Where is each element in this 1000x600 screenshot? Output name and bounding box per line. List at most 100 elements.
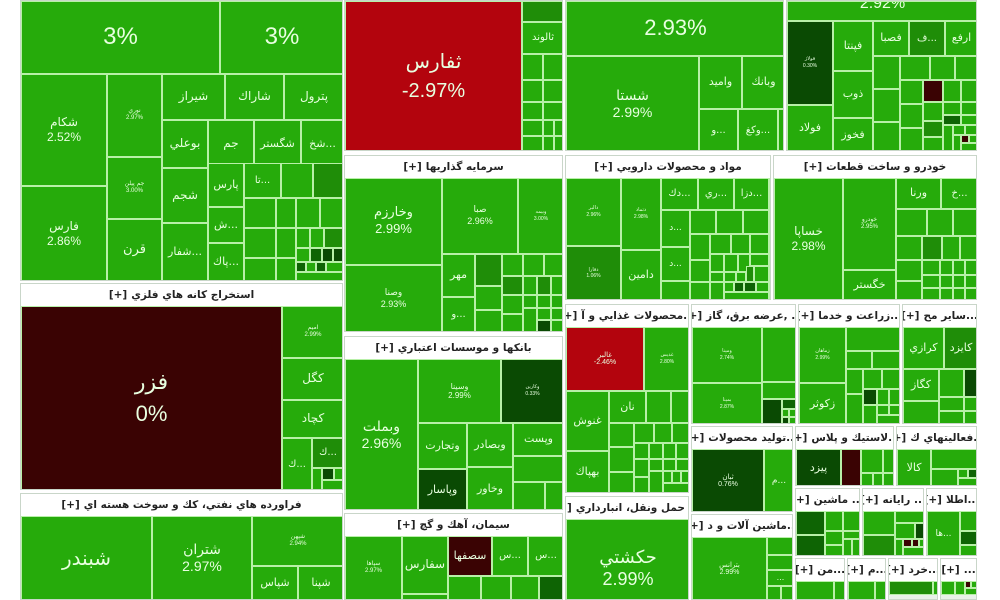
stock-tile[interactable] <box>475 310 502 331</box>
stock-tile[interactable] <box>789 409 795 417</box>
sector-header[interactable]: ...خرد [+] <box>889 559 937 581</box>
stock-tile[interactable] <box>276 258 296 280</box>
stock-tile[interactable] <box>939 411 964 423</box>
stock-tile[interactable] <box>825 531 843 545</box>
stock-tile[interactable]: ...ري <box>698 178 734 210</box>
sector-header[interactable]: ...م [+] <box>848 559 885 581</box>
expand-button[interactable]: [+] <box>803 161 823 173</box>
stock-tile[interactable] <box>915 523 923 539</box>
stock-tile[interactable]: كايزد <box>944 327 976 369</box>
stock-tile[interactable] <box>796 535 825 555</box>
stock-tile[interactable] <box>782 417 789 423</box>
stock-tile[interactable]: ... <box>767 570 792 586</box>
stock-tile[interactable] <box>276 198 296 228</box>
stock-tile[interactable] <box>943 102 961 115</box>
stock-tile[interactable] <box>883 473 893 485</box>
stock-tile[interactable] <box>296 198 320 228</box>
stock-tile[interactable]: ...ف <box>909 21 945 56</box>
stock-tile[interactable] <box>940 288 953 299</box>
stock-tile[interactable]: ...ك <box>312 438 342 468</box>
stock-tile[interactable]: ...ش <box>208 207 244 243</box>
stock-tile[interactable] <box>939 397 964 411</box>
stock-tile[interactable] <box>537 295 551 308</box>
stock-tile[interactable]: كچاد <box>282 400 342 438</box>
stock-tile[interactable] <box>953 260 965 275</box>
stock-tile[interactable] <box>943 115 961 125</box>
stock-tile[interactable] <box>923 80 943 102</box>
stock-tile[interactable] <box>511 576 539 599</box>
stock-tile[interactable] <box>900 80 923 104</box>
stock-tile[interactable]: وكارين 0.33% <box>501 359 562 423</box>
stock-tile[interactable] <box>522 136 543 150</box>
stock-tile[interactable] <box>846 394 863 423</box>
stock-tile[interactable] <box>724 272 736 282</box>
stock-tile[interactable] <box>324 228 342 248</box>
stock-tile[interactable] <box>940 275 953 288</box>
stock-tile[interactable] <box>896 260 922 281</box>
stock-tile[interactable] <box>953 275 965 288</box>
stock-tile[interactable] <box>710 282 724 299</box>
stock-tile[interactable] <box>877 405 889 415</box>
stock-tile[interactable]: كگل <box>282 358 342 400</box>
stock-tile[interactable]: مهر <box>442 254 475 297</box>
stock-tile[interactable] <box>971 581 976 588</box>
stock-tile[interactable] <box>863 405 877 423</box>
stock-tile[interactable]: دفارا 1.06% <box>566 246 621 299</box>
stock-tile[interactable] <box>767 555 792 570</box>
stock-tile[interactable] <box>955 56 976 80</box>
stock-tile[interactable] <box>877 389 889 405</box>
expand-button[interactable]: [+] <box>927 494 942 506</box>
stock-tile[interactable] <box>942 236 960 260</box>
stock-tile[interactable] <box>778 109 783 150</box>
stock-tile[interactable]: اميم 2.99% <box>282 306 342 358</box>
stock-tile[interactable] <box>716 210 743 234</box>
stock-tile[interactable] <box>522 102 543 120</box>
stock-tile[interactable] <box>861 473 873 485</box>
stock-tile[interactable] <box>322 468 334 480</box>
stock-tile[interactable] <box>923 137 943 150</box>
stock-tile[interactable] <box>663 459 676 471</box>
stock-tile[interactable]: ...د <box>661 247 690 281</box>
stock-tile[interactable] <box>960 236 976 260</box>
stock-tile[interactable]: ...دزا <box>734 178 769 210</box>
stock-tile[interactable] <box>940 260 953 275</box>
stock-tile[interactable] <box>676 459 688 471</box>
stock-tile[interactable] <box>931 469 958 485</box>
stock-tile[interactable] <box>543 136 554 150</box>
stock-tile[interactable] <box>276 228 296 258</box>
stock-tile[interactable] <box>877 415 899 423</box>
sector-header[interactable]: ... ماشين [+] <box>796 489 859 511</box>
stock-tile[interactable] <box>502 295 523 314</box>
stock-tile[interactable] <box>326 262 342 272</box>
stock-tile[interactable] <box>744 282 756 292</box>
sector-header[interactable]: سيمان، آهك و گچ [+] <box>345 514 562 536</box>
stock-tile[interactable]: ...و <box>699 109 738 150</box>
stock-tile[interactable] <box>731 234 750 254</box>
stock-tile[interactable] <box>927 209 953 236</box>
stock-tile[interactable]: ...م <box>764 449 792 511</box>
expand-button[interactable]: [+] <box>848 564 864 576</box>
stock-tile[interactable] <box>834 581 844 599</box>
stock-tile[interactable]: ذوب <box>833 71 873 118</box>
stock-tile[interactable]: ...س <box>492 536 528 576</box>
stock-tile[interactable] <box>554 120 562 136</box>
stock-tile[interactable] <box>900 104 923 128</box>
stock-tile[interactable] <box>896 209 927 236</box>
stock-tile[interactable] <box>953 209 976 236</box>
stock-tile[interactable]: فولاژ 0.30% <box>787 21 833 105</box>
stock-tile[interactable] <box>889 581 933 595</box>
sector-header[interactable]: خودرو و ساخت قطعات [+] <box>774 156 976 178</box>
stock-tile[interactable]: شپنا <box>298 566 342 599</box>
stock-tile[interactable] <box>964 411 976 423</box>
stock-tile[interactable] <box>969 135 976 143</box>
stock-tile[interactable] <box>663 483 688 492</box>
stock-tile[interactable] <box>750 234 769 254</box>
stock-tile[interactable] <box>523 308 537 331</box>
stock-tile[interactable] <box>955 581 965 595</box>
stock-tile[interactable]: ...شخ <box>301 120 342 168</box>
stock-tile[interactable] <box>551 295 562 308</box>
stock-tile[interactable]: شپهن 2.94% <box>252 516 342 566</box>
stock-tile[interactable] <box>736 272 746 282</box>
stock-tile[interactable]: سصفها <box>448 536 492 576</box>
stock-tile[interactable]: وسينا 2.99% <box>418 359 501 423</box>
